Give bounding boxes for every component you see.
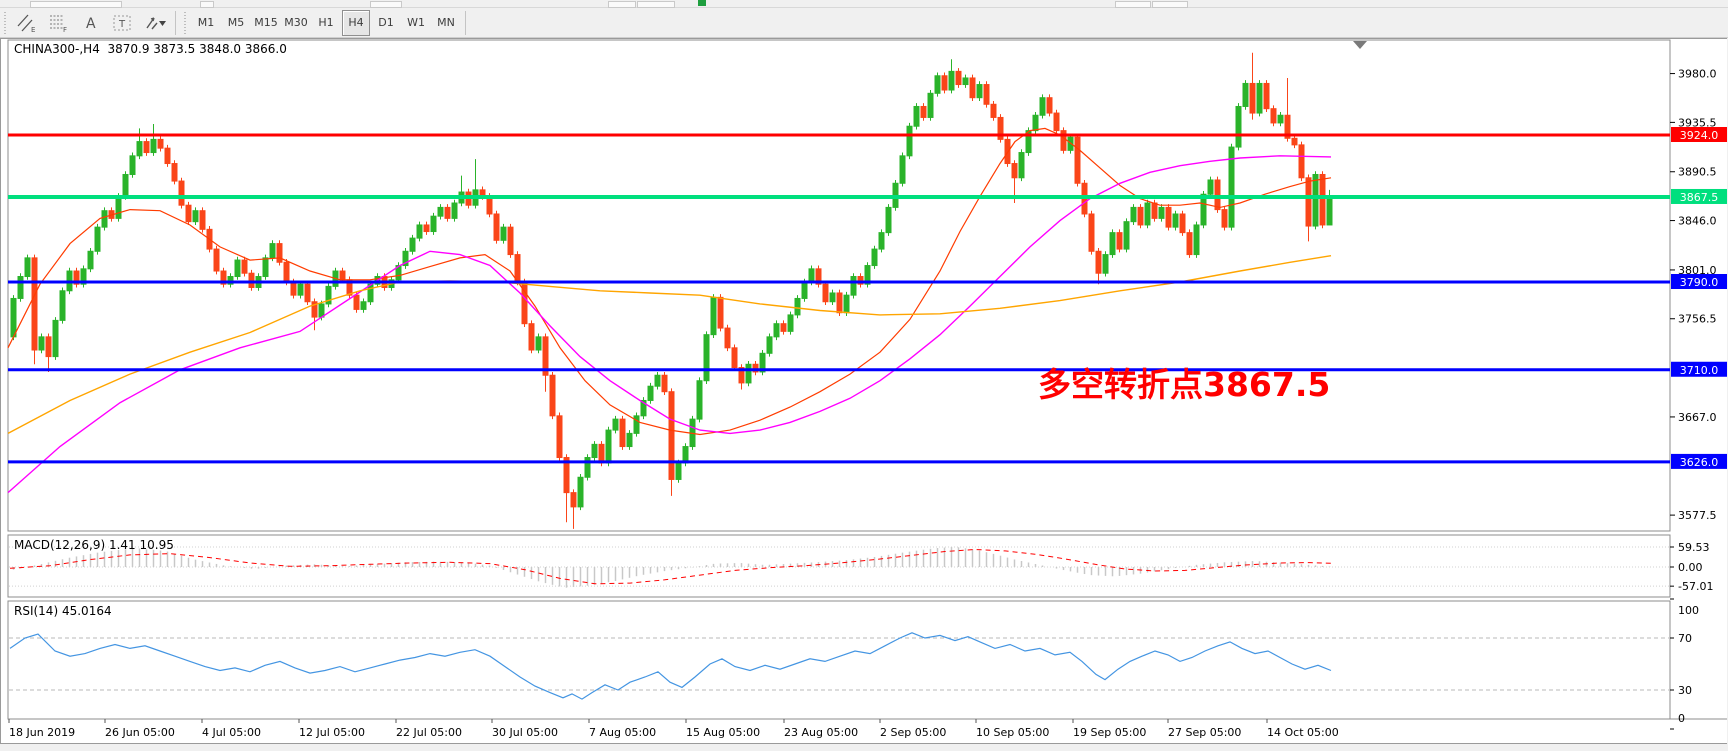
timeframe-button-H4[interactable]: H4	[342, 9, 370, 36]
timeframe-button-M1[interactable]: M1	[197, 16, 215, 29]
equidistant-channel-icon[interactable]: E	[12, 10, 42, 36]
svg-text:14 Oct 05:00: 14 Oct 05:00	[1267, 726, 1339, 739]
timeframe-button-H1[interactable]: H1	[318, 16, 334, 29]
toolbar-separator	[465, 10, 466, 35]
svg-text:7 Aug 05:00: 7 Aug 05:00	[589, 726, 656, 739]
ma-fast-red	[7, 127, 1332, 436]
macd-panel	[9, 546, 1669, 588]
rsi-panel	[9, 632, 1669, 700]
svg-text:22 Jul 05:00: 22 Jul 05:00	[396, 726, 462, 739]
toolbar-remnant	[608, 1, 636, 8]
toolbar-remnant	[1115, 1, 1151, 8]
ma-slow-orange	[7, 255, 1332, 435]
chart-shift-marker[interactable]	[1353, 41, 1367, 49]
toolbar-remnant-green	[698, 0, 706, 6]
svg-text:30 Jul 05:00: 30 Jul 05:00	[492, 726, 558, 739]
svg-text:23 Aug 05:00: 23 Aug 05:00	[784, 726, 858, 739]
timeframe-button-D1[interactable]: D1	[378, 16, 394, 29]
svg-text:T: T	[118, 19, 126, 30]
svg-text:0.00: 0.00	[1678, 561, 1703, 574]
svg-text:3626.0: 3626.0	[1680, 456, 1719, 469]
svg-text:F: F	[63, 26, 67, 34]
svg-text:3924.0: 3924.0	[1680, 129, 1719, 142]
svg-text:3980.0: 3980.0	[1678, 68, 1717, 81]
macd-main-value: 1.41	[108, 538, 136, 552]
clipped-upper-toolbar	[0, 0, 1728, 8]
timeframe-button-M30[interactable]: M30	[284, 16, 308, 29]
toolbar-remnant	[637, 1, 675, 8]
timeframe-button-M5[interactable]: M5	[227, 16, 245, 29]
panel-frames	[7, 39, 1727, 720]
price-badges: 3924.0 3867.5 3790.0 3710.0 3626.0	[1671, 127, 1727, 469]
svg-text:30: 30	[1678, 684, 1692, 697]
toolbar-remnant	[30, 1, 122, 8]
svg-text:3801.0: 3801.0	[1678, 264, 1717, 277]
horizontal-lines[interactable]	[8, 133, 1670, 464]
ma-mid-magenta	[7, 155, 1332, 494]
svg-text:18 Jun 2019: 18 Jun 2019	[9, 726, 75, 739]
rsi-name: RSI(14)	[14, 604, 59, 618]
svg-text:27 Sep 05:00: 27 Sep 05:00	[1168, 726, 1241, 739]
svg-text:15 Aug 05:00: 15 Aug 05:00	[686, 726, 760, 739]
macd-name: MACD(12,26,9)	[14, 538, 106, 552]
svg-text:3667.0: 3667.0	[1678, 411, 1717, 424]
timeframe-button-W1[interactable]: W1	[407, 16, 425, 29]
svg-text:E: E	[31, 26, 35, 34]
svg-text:70: 70	[1678, 632, 1692, 645]
svg-text:3756.5: 3756.5	[1678, 313, 1717, 326]
svg-text:3867.5: 3867.5	[1680, 191, 1719, 204]
text-icon[interactable]: A	[76, 10, 106, 36]
rsi-indicator-label: RSI(14) 45.0164	[14, 604, 112, 618]
svg-text:3790.0: 3790.0	[1680, 276, 1719, 289]
timeframe-button-MN[interactable]: MN	[437, 16, 455, 29]
svg-text:2 Sep 05:00: 2 Sep 05:00	[880, 726, 946, 739]
toolbar-grip[interactable]	[183, 11, 188, 34]
macd-indicator-label: MACD(12,26,9) 1.41 10.95	[14, 538, 174, 552]
chart-title-ohlc: CHINA300-,H4 3870.9 3873.5 3848.0 3866.0	[14, 42, 287, 56]
svg-text:3710.0: 3710.0	[1680, 364, 1719, 377]
svg-text:4 Jul 05:00: 4 Jul 05:00	[202, 726, 261, 739]
text-label-icon[interactable]: T	[108, 10, 138, 36]
macd-axis: 59.53 0.00 -57.01	[1670, 541, 1713, 593]
svg-text:12 Jul 05:00: 12 Jul 05:00	[299, 726, 365, 739]
svg-text:10 Sep 05:00: 10 Sep 05:00	[976, 726, 1049, 739]
svg-text:100: 100	[1678, 604, 1699, 617]
fibonacci-retracement-icon[interactable]: F	[44, 10, 74, 36]
svg-text:0: 0	[1678, 712, 1685, 725]
timeframe-button-M15[interactable]: M15	[254, 16, 278, 29]
arrow-tools-icon[interactable]	[140, 10, 170, 36]
chart-text-annotation[interactable]: 多空转折点3867.5	[1038, 365, 1331, 404]
svg-text:26 Jun 05:00: 26 Jun 05:00	[105, 726, 175, 739]
svg-text:A: A	[86, 16, 96, 32]
svg-text:59.53: 59.53	[1678, 541, 1710, 554]
time-axis[interactable]: 18 Jun 2019 26 Jun 05:00 4 Jul 05:00 12 Jul…	[8, 719, 1339, 739]
svg-text:3935.5: 3935.5	[1678, 116, 1717, 129]
price-axis: 3980.0 3935.5 3890.5 3846.0 3801.0 3756.5 3667…	[1670, 68, 1717, 522]
toolbar-grip[interactable]	[3, 11, 8, 34]
svg-text:-57.01: -57.01	[1678, 580, 1713, 593]
svg-text:3846.0: 3846.0	[1678, 215, 1717, 228]
toolbar-separator	[175, 10, 176, 35]
svg-text:19 Sep 05:00: 19 Sep 05:00	[1073, 726, 1146, 739]
svg-text:3890.5: 3890.5	[1678, 166, 1717, 179]
timeframe-group: M1 M5 M15 M30 H1 H4 D1 W1 MN	[191, 9, 461, 36]
rsi-value: 45.0164	[61, 604, 112, 618]
svg-text:3577.5: 3577.5	[1678, 509, 1717, 522]
macd-signal-value: 10.95	[139, 538, 174, 552]
line-studies-and-period-toolbar: E F A T M1 M5 M15 M30 H1 H4 D1 W1 MN	[0, 8, 1728, 38]
rsi-axis: 100 70 30 0	[1670, 598, 1699, 730]
toolbar-remnant	[370, 1, 402, 8]
toolbar-remnant	[200, 1, 214, 8]
toolbar-remnant	[1152, 1, 1188, 8]
